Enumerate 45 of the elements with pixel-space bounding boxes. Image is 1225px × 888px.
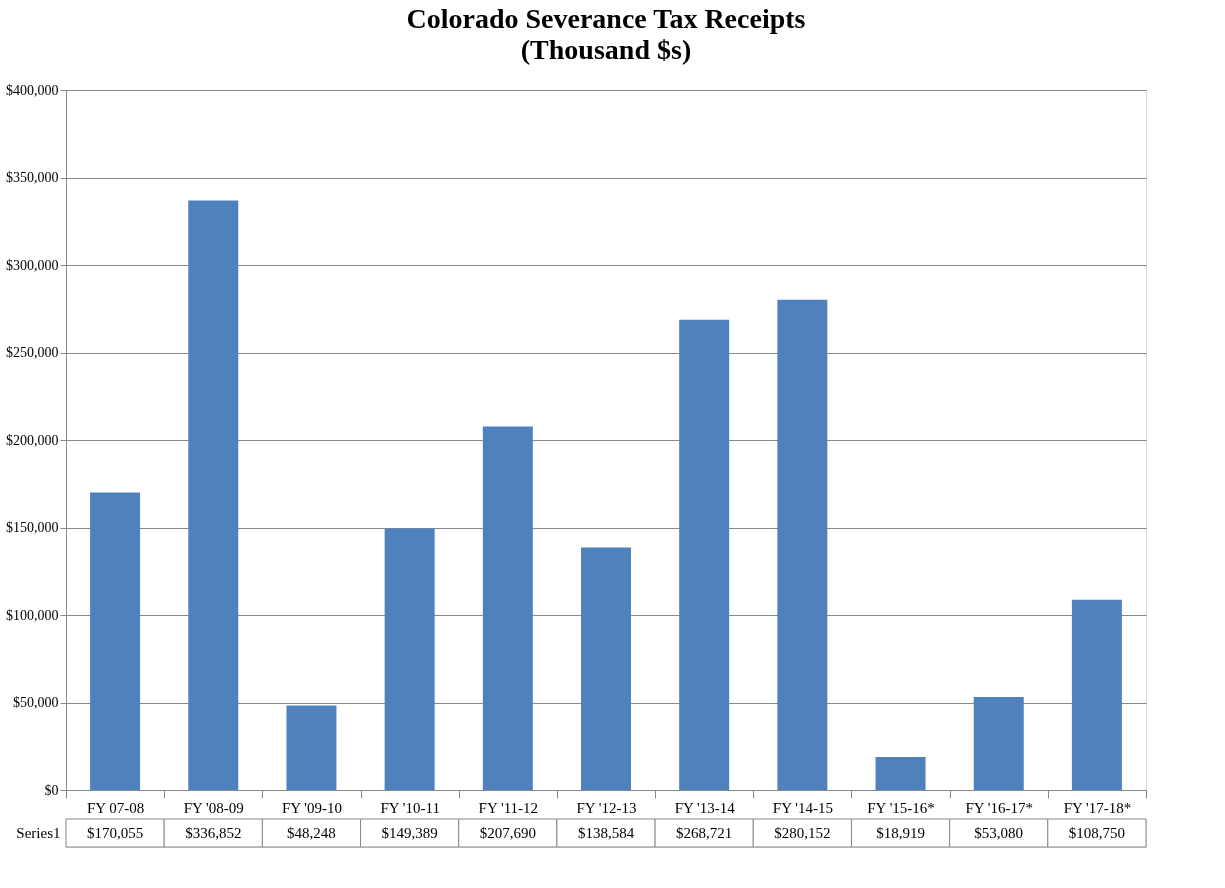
bar xyxy=(875,756,926,790)
bar xyxy=(286,705,337,790)
x-tick-label: FY '08-09 xyxy=(183,799,244,816)
chart-subtitle: (Thousand $s) xyxy=(520,34,692,65)
bar xyxy=(777,299,828,790)
chart-title: Colorado Severance Tax Receipts xyxy=(406,3,806,34)
data-label: $280,152 xyxy=(774,825,831,841)
data-label: $53,080 xyxy=(974,825,1024,841)
data-label: $48,248 xyxy=(287,825,336,841)
x-tick-label: FY '12-13 xyxy=(576,799,637,816)
bar xyxy=(581,547,631,790)
x-tick-label: FY '10-11 xyxy=(380,799,440,816)
y-tick-label: $0 xyxy=(44,782,59,798)
data-label: $170,055 xyxy=(86,825,144,841)
data-label: $149,389 xyxy=(381,825,438,841)
bar xyxy=(1071,599,1122,790)
x-tick-label: FY '09-10 xyxy=(281,799,342,816)
x-tick-label: FY '16-17* xyxy=(965,799,1034,816)
bar xyxy=(679,319,730,790)
y-tick-label: $100,000 xyxy=(6,607,59,623)
y-tick-label: $400,000 xyxy=(6,82,59,98)
x-tick-label: FY '17-18* xyxy=(1063,799,1132,816)
x-tick-label: FY '15-16* xyxy=(867,799,935,816)
bar xyxy=(188,200,239,790)
x-tick-label: FY 07-08 xyxy=(86,799,145,816)
data-label: $268,721 xyxy=(676,825,733,841)
data-label: $207,690 xyxy=(479,825,536,841)
x-tick-label: FY '14-15 xyxy=(772,799,833,816)
y-tick-label: $250,000 xyxy=(6,345,59,360)
bar xyxy=(90,492,141,790)
data-label: $138,584 xyxy=(577,825,635,841)
data-label: $336,852 xyxy=(185,825,242,841)
y-tick-label: $150,000 xyxy=(6,520,59,535)
x-tick-label: FY '13-14 xyxy=(674,799,736,816)
data-label: $108,750 xyxy=(1068,825,1126,841)
text: Series1 xyxy=(16,825,61,841)
data-label: $18,919 xyxy=(876,825,925,841)
y-tick-label: $50,000 xyxy=(13,695,59,710)
y-tick-label: $300,000 xyxy=(6,257,59,273)
y-tick-label: $350,000 xyxy=(6,170,59,185)
y-tick-label: $200,000 xyxy=(6,432,59,448)
bar xyxy=(384,528,435,790)
bar xyxy=(482,426,533,790)
x-tick-label: FY '11-12 xyxy=(478,799,539,816)
bar xyxy=(973,697,1024,790)
